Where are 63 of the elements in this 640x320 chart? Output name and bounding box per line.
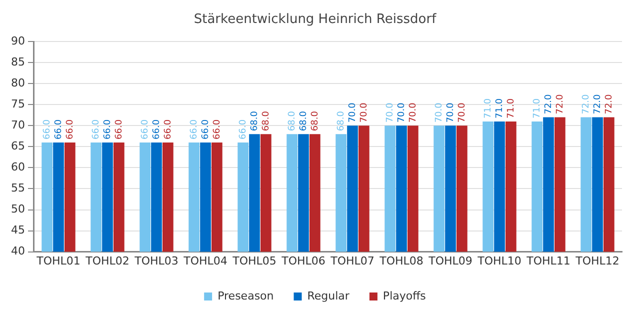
y-tick-label: 90 [10,34,25,48]
x-tick-label: TOHL07 [330,254,374,268]
y-tick-label: 70 [10,118,25,132]
y-tick-label: 65 [10,140,25,153]
x-tick-label: TOHL08 [378,254,424,268]
data-label: 66.0 [152,119,162,140]
data-label: 66.0 [163,119,174,140]
data-label: 68.0 [261,110,272,132]
data-label: 71.0 [532,98,542,118]
data-label: 72.0 [604,94,614,114]
data-label: 68.0 [336,110,346,132]
data-label: 66.0 [65,119,76,140]
data-label: 71.0 [483,98,494,118]
x-tick-label: TOHL10 [476,254,522,268]
data-label: 66.0 [189,119,200,140]
data-label: 70.0 [434,102,444,123]
x-tick-label: TOHL03 [134,254,178,268]
y-tick-label: 50 [10,202,25,216]
data-label: 66.0 [140,119,150,140]
data-label: 70.0 [396,102,407,123]
x-tick-label: TOHL09 [428,254,472,268]
data-label: 66.0 [114,119,124,140]
data-label: 70.0 [359,102,370,123]
data-label: 68.0 [310,110,320,132]
data-label: 70.0 [385,102,396,123]
data-label: 72.0 [555,94,566,114]
data-label: 66.0 [212,119,222,140]
y-tick-label: 45 [10,224,25,237]
data-label: 66.0 [42,119,52,140]
legend-label: Regular [307,289,350,302]
data-label: 70.0 [408,102,418,123]
data-label: 70.0 [446,102,456,123]
data-label: 66.0 [54,119,64,140]
x-tick-label: TOHL04 [182,254,228,268]
data-label: 71.0 [494,98,505,118]
y-tick-label: 40 [10,244,25,258]
x-tick-label: TOHL11 [526,254,570,268]
legend-label: Preseason [218,289,274,302]
data-label: 68.0 [287,110,298,132]
data-label: 66.0 [102,119,113,140]
data-label: 66.0 [91,119,102,140]
data-label: 72.0 [544,94,554,114]
y-tick-label: 60 [10,160,25,174]
data-label: 72.0 [581,94,592,114]
x-tick-label: TOHL05 [232,254,276,268]
data-label: 66.0 [238,119,248,140]
data-label: 68.0 [298,110,309,132]
data-label: 71.0 [506,98,516,118]
data-label: 70.0 [457,102,468,123]
y-tick-label: 75 [10,98,25,111]
y-tick-label: 80 [10,76,25,90]
legend-label: Playoffs [382,289,426,302]
x-tick-label: TOHL01 [36,254,80,268]
data-label: 70.0 [348,102,358,123]
y-tick-label: 85 [10,55,25,68]
x-tick-label: TOHL12 [574,254,620,268]
chart-title: Stärkeentwicklung Heinrich Reissdorf [194,12,437,28]
x-tick-label: TOHL06 [280,254,326,268]
y-tick-label: 55 [10,182,25,195]
x-tick-label: TOHL02 [84,254,130,268]
data-label: 72.0 [592,94,603,114]
data-label: 68.0 [250,110,260,132]
data-label: 66.0 [200,119,211,140]
